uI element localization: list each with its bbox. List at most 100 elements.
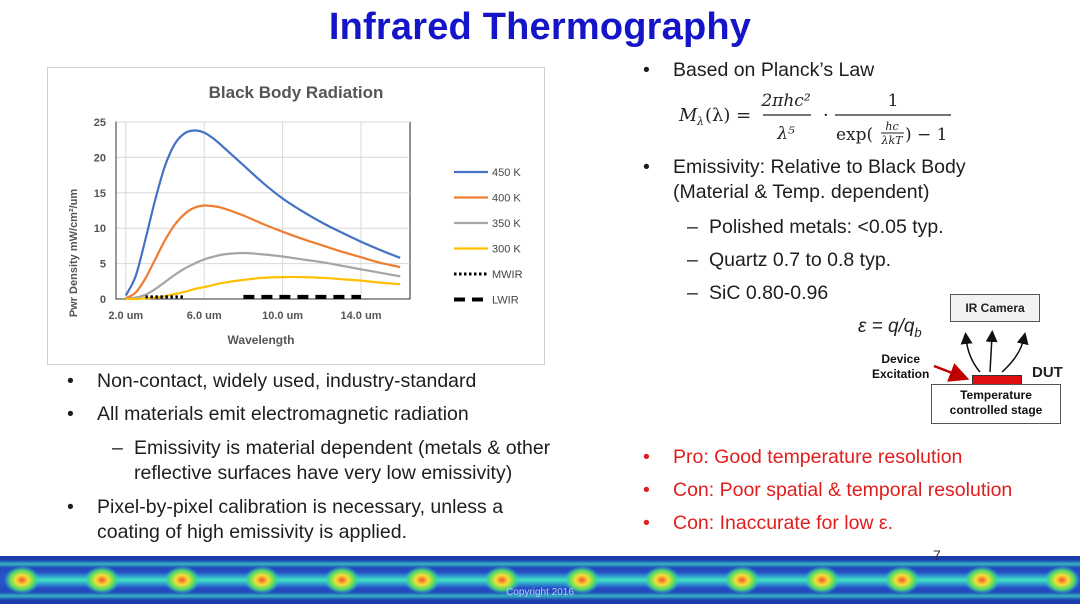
series-line-450-k bbox=[124, 129, 401, 297]
emissivity-equation-text: ε = q/q bbox=[858, 316, 915, 337]
bullet-emissivity: • Emissivity: Relative to Black Body (Ma… bbox=[643, 155, 966, 205]
series-line-400-k bbox=[125, 204, 401, 300]
stage-line2: controlled stage bbox=[949, 403, 1043, 417]
x-axis-label: Wavelength bbox=[228, 333, 295, 347]
thermal-hotspot bbox=[884, 566, 920, 594]
sub-bullet-dash: – bbox=[687, 249, 698, 271]
x-tick-label: 10.0 um bbox=[262, 310, 303, 322]
legend-label: 450 K bbox=[492, 167, 521, 179]
thermal-hotspot bbox=[644, 566, 680, 594]
thermal-hotspot bbox=[1044, 566, 1080, 594]
x-tick-label: 2.0 um bbox=[108, 310, 143, 322]
y-tick-label: 20 bbox=[94, 152, 106, 164]
sub-bullet-emissivity-line1: Emissivity is material dependent (metals… bbox=[134, 437, 551, 459]
sub-bullet-emissivity: – Emissivity is material dependent (meta… bbox=[112, 436, 551, 486]
dut-label: DUT bbox=[1032, 364, 1063, 381]
device-excitation-label: Device Excitation bbox=[872, 352, 929, 382]
copyright-text: Copyright 2016 bbox=[506, 587, 574, 598]
formula-svg: M λ (λ) = 2πhc² λ⁵ · 1 exp( hc λkT ) − 1 bbox=[678, 91, 951, 147]
planck-formula: M λ (λ) = 2πhc² λ⁵ · 1 exp( hc λkT ) − 1 bbox=[675, 84, 965, 150]
sub-bullet-dash: – bbox=[112, 437, 123, 459]
bullet-pro: • Pro: Good temperature resolution bbox=[643, 445, 963, 470]
y-tick-label: 5 bbox=[100, 259, 106, 271]
slide-title: Infrared Thermography bbox=[328, 6, 752, 48]
thermal-hotspot bbox=[804, 566, 840, 594]
thermal-hotspot bbox=[324, 566, 360, 594]
legend-label: 400 K bbox=[492, 193, 521, 205]
bullet-dot: • bbox=[643, 479, 650, 501]
formula-num2: 1 bbox=[888, 91, 899, 111]
thermal-hotspot bbox=[164, 566, 200, 594]
bullet-calibration-line2: coating of high emissivity is applied. bbox=[97, 521, 407, 543]
bullet-calibration: • Pixel-by-pixel calibration is necessar… bbox=[67, 495, 504, 545]
sub-bullet-sic-text: SiC 0.80-0.96 bbox=[709, 282, 829, 304]
bullet-planck-text: Based on Planck’s Law bbox=[673, 59, 875, 81]
sub-bullet-sic: – SiC 0.80-0.96 bbox=[687, 281, 829, 306]
formula-den1: λ⁵ bbox=[776, 124, 795, 144]
thermal-hotspot bbox=[564, 566, 600, 594]
stage-line1: Temperature bbox=[960, 388, 1032, 402]
thermal-hotspot bbox=[244, 566, 280, 594]
formula-lhs: M bbox=[678, 105, 698, 126]
device-excitation-line2: Excitation bbox=[872, 367, 930, 381]
formula-den2-pre: exp( bbox=[836, 125, 873, 145]
formula-den2-post: ) − 1 bbox=[905, 125, 948, 145]
x-tick-label: 14.0 um bbox=[341, 310, 382, 322]
y-axis-label: Pwr Density mW/cm²/um bbox=[68, 189, 80, 318]
bullet-dot: • bbox=[643, 156, 650, 178]
formula-lhs-arg: (λ) = bbox=[705, 105, 751, 126]
formula-den2-frac-den: λkT bbox=[881, 134, 905, 147]
bullet-dot: • bbox=[643, 446, 650, 468]
thermal-hotspot bbox=[484, 566, 520, 594]
bullet-dot: • bbox=[643, 59, 650, 81]
bullet-non-contact: • Non-contact, widely used, industry-sta… bbox=[67, 369, 477, 394]
ir-camera-label: IR Camera bbox=[965, 301, 1025, 315]
x-tick-label: 6.0 um bbox=[187, 310, 222, 322]
y-tick-label: 0 bbox=[100, 294, 106, 306]
bullet-em-radiation-text: All materials emit electromagnetic radia… bbox=[97, 403, 469, 425]
legend-label: 350 K bbox=[492, 218, 521, 230]
bullet-con-spatial-text: Con: Poor spatial & temporal resolution bbox=[673, 479, 1013, 501]
emissivity-equation: ε = q/qb bbox=[858, 316, 922, 340]
ir-camera-box: IR Camera bbox=[950, 294, 1040, 322]
thermal-hotspot bbox=[4, 566, 40, 594]
bullet-dot: • bbox=[67, 496, 74, 518]
bullet-emissivity-line2: (Material & Temp. dependent) bbox=[673, 181, 930, 203]
radiation-arrows bbox=[933, 330, 1029, 382]
bullet-em-radiation: • All materials emit electromagnetic rad… bbox=[67, 402, 469, 427]
y-tick-label: 25 bbox=[94, 117, 106, 129]
legend-label: LWIR bbox=[492, 295, 519, 307]
bullet-con-spatial: • Con: Poor spatial & temporal resolutio… bbox=[643, 478, 1013, 503]
y-tick-label: 15 bbox=[94, 188, 106, 200]
sub-bullet-metals-text: Polished metals: <0.05 typ. bbox=[709, 216, 944, 238]
bullet-non-contact-text: Non-contact, widely used, industry-stand… bbox=[97, 370, 477, 392]
plot-frame bbox=[115, 121, 411, 300]
sub-bullet-emissivity-line2: reflective surfaces have very low emissi… bbox=[134, 462, 513, 484]
sub-bullet-dash: – bbox=[687, 216, 698, 238]
bullet-pro-text: Pro: Good temperature resolution bbox=[673, 446, 963, 468]
thermal-hotspot bbox=[724, 566, 760, 594]
thermal-hotspot bbox=[84, 566, 120, 594]
thermal-hotspot bbox=[404, 566, 440, 594]
page-number: 7 bbox=[933, 547, 941, 563]
bullet-emissivity-line1: Emissivity: Relative to Black Body bbox=[673, 156, 966, 178]
formula-dot: · bbox=[823, 105, 829, 126]
emissivity-equation-sub: b bbox=[914, 324, 922, 340]
formula-num1: 2πhc² bbox=[760, 91, 810, 111]
sub-bullet-quartz-text: Quartz 0.7 to 0.8 typ. bbox=[709, 249, 892, 271]
series-line-350-k bbox=[125, 251, 401, 301]
bullet-dot: • bbox=[67, 370, 74, 392]
device-excitation-line1: Device bbox=[881, 352, 921, 366]
y-tick-label: 10 bbox=[94, 223, 106, 235]
bullet-con-emissivity: • Con: Inaccurate for low ε. bbox=[643, 511, 894, 536]
bullet-con-emissivity-text: Con: Inaccurate for low ε. bbox=[673, 512, 894, 534]
sub-bullet-dash: – bbox=[687, 282, 698, 304]
sub-bullet-quartz: – Quartz 0.7 to 0.8 typ. bbox=[687, 248, 892, 273]
thermal-image-strip bbox=[0, 556, 1080, 604]
thermal-hotspot bbox=[964, 566, 1000, 594]
black-body-chart: Black Body Radiation 0 5 10 15 20 25 2.0 um 6.… bbox=[68, 83, 523, 347]
formula-lhs-sub: λ bbox=[696, 115, 704, 128]
bullet-calibration-line1: Pixel-by-pixel calibration is necessary,… bbox=[97, 496, 504, 518]
legend-label: 300 K bbox=[492, 244, 521, 256]
legend-label: MWIR bbox=[492, 269, 523, 281]
